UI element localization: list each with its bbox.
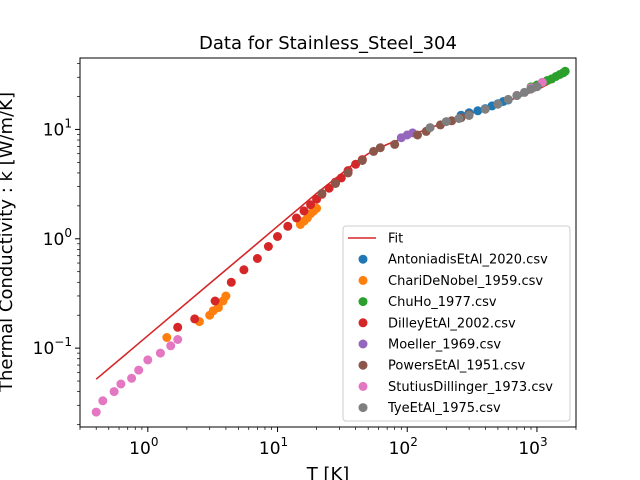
data-point bbox=[331, 179, 340, 188]
data-point bbox=[283, 221, 293, 231]
data-point bbox=[210, 296, 220, 306]
y-tick-label: 100 bbox=[43, 226, 72, 250]
data-point bbox=[425, 123, 435, 133]
legend-label: TyeEtAl_1975.csv bbox=[387, 401, 501, 416]
data-point bbox=[91, 407, 101, 417]
legend-label: DilleyEtAl_2002.csv bbox=[388, 316, 516, 331]
data-point bbox=[116, 379, 126, 389]
y-axis-ticks: 10−1 100 101 bbox=[33, 63, 80, 425]
legend-label: AntoniadisEtAl_2020.csv bbox=[388, 253, 548, 268]
legend-label: PowersEtAl_1951.csv bbox=[388, 359, 526, 374]
data-point bbox=[134, 365, 144, 375]
data-point bbox=[324, 183, 334, 193]
data-point bbox=[493, 99, 503, 109]
x-tick-label: 100 bbox=[129, 435, 158, 459]
data-point bbox=[173, 322, 183, 332]
data-point bbox=[343, 168, 353, 178]
legend-swatch bbox=[358, 339, 368, 349]
data-point bbox=[480, 104, 490, 114]
x-tick-label: 102 bbox=[389, 435, 418, 459]
data-point bbox=[317, 188, 327, 198]
y-axis-label: Thermal Conductivity : k [W/m/K] bbox=[0, 92, 17, 393]
data-point bbox=[369, 146, 379, 156]
data-point bbox=[166, 341, 176, 351]
data-point bbox=[252, 254, 262, 263]
x-axis-ticks: 100 101 102 103 bbox=[79, 427, 577, 459]
data-point bbox=[98, 396, 108, 406]
data-point bbox=[173, 335, 183, 344]
data-point bbox=[454, 114, 464, 123]
data-point bbox=[226, 277, 236, 287]
legend-label: StutiusDillinger_1973.csv bbox=[388, 380, 553, 395]
data-point bbox=[155, 348, 165, 358]
data-point bbox=[263, 242, 273, 251]
data-point bbox=[109, 387, 119, 397]
data-point bbox=[375, 143, 385, 153]
data-point bbox=[306, 200, 316, 210]
data-point bbox=[560, 66, 570, 76]
data-point bbox=[239, 265, 249, 275]
data-point bbox=[512, 91, 522, 101]
data-point bbox=[143, 355, 153, 365]
data-point bbox=[351, 159, 361, 169]
x-tick-label: 103 bbox=[518, 435, 547, 459]
legend-swatch bbox=[358, 254, 368, 264]
data-point bbox=[503, 94, 513, 104]
series-1 bbox=[162, 203, 322, 342]
data-point bbox=[292, 213, 301, 223]
x-tick-label: 101 bbox=[259, 435, 288, 459]
data-point bbox=[413, 130, 422, 140]
data-point bbox=[532, 82, 542, 92]
data-point bbox=[162, 333, 172, 342]
y-tick-label: 101 bbox=[43, 116, 72, 140]
data-point bbox=[299, 206, 309, 216]
legend-swatch bbox=[358, 403, 368, 413]
legend-label: ChuHo_1977.csv bbox=[388, 295, 497, 310]
legend-label: ChariDeNobel_1959.csv bbox=[388, 274, 543, 289]
data-point bbox=[336, 173, 346, 183]
chart-title: Data for Stainless_Steel_304 bbox=[199, 33, 457, 54]
legend-swatch bbox=[358, 360, 368, 370]
data-point bbox=[357, 156, 367, 165]
legend-box bbox=[342, 225, 571, 422]
x-axis-label: T [K] bbox=[306, 464, 350, 480]
series-7 bbox=[425, 82, 542, 133]
chart-marks bbox=[91, 66, 570, 417]
data-point bbox=[273, 232, 282, 241]
legend-swatch bbox=[358, 381, 368, 391]
legend: Fit AntoniadisEtAl_2020.csv ChariDeNobel_1… bbox=[342, 225, 571, 422]
legend-label: Moeller_1969.csv bbox=[388, 338, 501, 353]
data-point bbox=[441, 117, 451, 127]
data-point bbox=[390, 139, 400, 149]
legend-swatch bbox=[358, 297, 368, 307]
legend-swatch bbox=[358, 275, 368, 285]
y-tick-label: 10−1 bbox=[33, 335, 72, 359]
data-point bbox=[127, 373, 137, 383]
legend-fit-label: Fit bbox=[388, 232, 403, 247]
data-point bbox=[464, 111, 474, 120]
data-point bbox=[190, 314, 200, 324]
legend-swatch bbox=[358, 318, 368, 328]
data-point bbox=[473, 106, 483, 116]
data-point bbox=[221, 291, 231, 301]
